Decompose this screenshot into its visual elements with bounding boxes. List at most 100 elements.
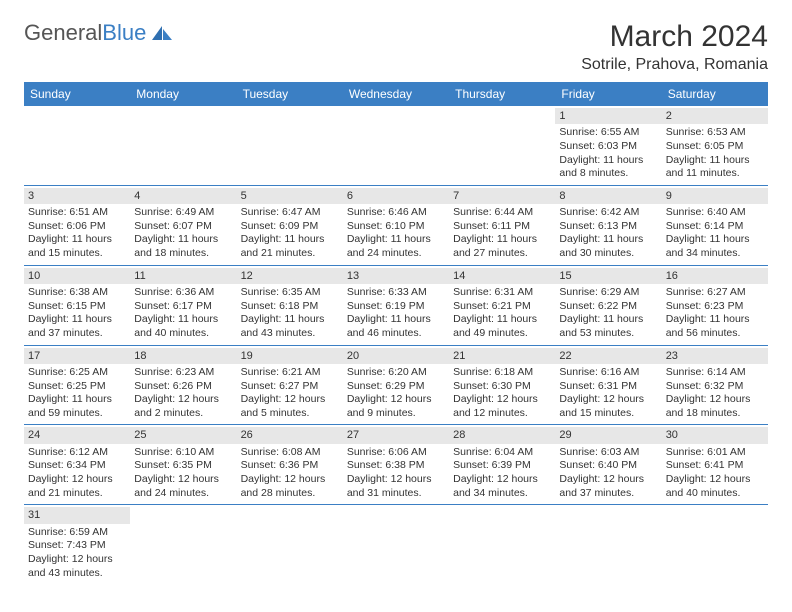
day-number: 27: [343, 427, 449, 443]
day-number: 7: [449, 188, 555, 204]
sunrise-text: Sunrise: 6:20 AM: [347, 366, 445, 380]
day-number: 13: [343, 268, 449, 284]
calendar-week-row: 10Sunrise: 6:38 AMSunset: 6:15 PMDayligh…: [24, 265, 768, 345]
daylight-text: Daylight: 12 hours and 34 minutes.: [453, 473, 551, 500]
calendar-cell: 2Sunrise: 6:53 AMSunset: 6:05 PMDaylight…: [662, 106, 768, 185]
sunset-text: Sunset: 6:15 PM: [28, 300, 126, 314]
sunrise-text: Sunrise: 6:46 AM: [347, 206, 445, 220]
day-number: 5: [237, 188, 343, 204]
daylight-text: Daylight: 11 hours and 40 minutes.: [134, 313, 232, 340]
day-number: 3: [24, 188, 130, 204]
daylight-text: Daylight: 11 hours and 11 minutes.: [666, 154, 764, 181]
calendar-cell: 24Sunrise: 6:12 AMSunset: 6:34 PMDayligh…: [24, 425, 130, 505]
calendar-cell: [343, 106, 449, 185]
sunset-text: Sunset: 6:34 PM: [28, 459, 126, 473]
sunrise-text: Sunrise: 6:10 AM: [134, 446, 232, 460]
calendar-week-row: 31Sunrise: 6:59 AMSunset: 7:43 PMDayligh…: [24, 505, 768, 584]
day-number: 21: [449, 348, 555, 364]
calendar-cell: [343, 505, 449, 584]
calendar-cell: 30Sunrise: 6:01 AMSunset: 6:41 PMDayligh…: [662, 425, 768, 505]
calendar-cell: 29Sunrise: 6:03 AMSunset: 6:40 PMDayligh…: [555, 425, 661, 505]
day-number: 15: [555, 268, 661, 284]
title-block: March 2024 Sotrile, Prahova, Romania: [581, 20, 768, 74]
daylight-text: Daylight: 11 hours and 27 minutes.: [453, 233, 551, 260]
daylight-text: Daylight: 11 hours and 37 minutes.: [28, 313, 126, 340]
daylight-text: Daylight: 12 hours and 12 minutes.: [453, 393, 551, 420]
sunrise-text: Sunrise: 6:49 AM: [134, 206, 232, 220]
day-number: 10: [24, 268, 130, 284]
calendar-cell: 18Sunrise: 6:23 AMSunset: 6:26 PMDayligh…: [130, 345, 236, 425]
sunrise-text: Sunrise: 6:23 AM: [134, 366, 232, 380]
calendar-cell: 16Sunrise: 6:27 AMSunset: 6:23 PMDayligh…: [662, 265, 768, 345]
day-number: 2: [662, 108, 768, 124]
calendar-cell: 13Sunrise: 6:33 AMSunset: 6:19 PMDayligh…: [343, 265, 449, 345]
daylight-text: Daylight: 11 hours and 43 minutes.: [241, 313, 339, 340]
sunrise-text: Sunrise: 6:33 AM: [347, 286, 445, 300]
calendar-cell: 14Sunrise: 6:31 AMSunset: 6:21 PMDayligh…: [449, 265, 555, 345]
sunrise-text: Sunrise: 6:29 AM: [559, 286, 657, 300]
sunrise-text: Sunrise: 6:44 AM: [453, 206, 551, 220]
calendar-cell: [24, 106, 130, 185]
sunset-text: Sunset: 6:25 PM: [28, 380, 126, 394]
sunset-text: Sunset: 6:31 PM: [559, 380, 657, 394]
sunrise-text: Sunrise: 6:25 AM: [28, 366, 126, 380]
sunset-text: Sunset: 6:38 PM: [347, 459, 445, 473]
weekday-header: Tuesday: [237, 82, 343, 106]
sunrise-text: Sunrise: 6:55 AM: [559, 126, 657, 140]
sail-icon: [150, 24, 174, 42]
daylight-text: Daylight: 12 hours and 5 minutes.: [241, 393, 339, 420]
calendar-week-row: 1Sunrise: 6:55 AMSunset: 6:03 PMDaylight…: [24, 106, 768, 185]
calendar-cell: 8Sunrise: 6:42 AMSunset: 6:13 PMDaylight…: [555, 185, 661, 265]
daylight-text: Daylight: 11 hours and 30 minutes.: [559, 233, 657, 260]
day-number: 4: [130, 188, 236, 204]
weekday-header: Thursday: [449, 82, 555, 106]
weekday-header-row: SundayMondayTuesdayWednesdayThursdayFrid…: [24, 82, 768, 106]
calendar-cell: 19Sunrise: 6:21 AMSunset: 6:27 PMDayligh…: [237, 345, 343, 425]
sunset-text: Sunset: 6:29 PM: [347, 380, 445, 394]
calendar-cell: 1Sunrise: 6:55 AMSunset: 6:03 PMDaylight…: [555, 106, 661, 185]
daylight-text: Daylight: 11 hours and 21 minutes.: [241, 233, 339, 260]
sunrise-text: Sunrise: 6:53 AM: [666, 126, 764, 140]
weekday-header: Friday: [555, 82, 661, 106]
day-number: 12: [237, 268, 343, 284]
calendar-cell: 11Sunrise: 6:36 AMSunset: 6:17 PMDayligh…: [130, 265, 236, 345]
day-number: 17: [24, 348, 130, 364]
calendar-cell: [449, 106, 555, 185]
logo-text-blue: Blue: [102, 20, 146, 46]
calendar-cell: 6Sunrise: 6:46 AMSunset: 6:10 PMDaylight…: [343, 185, 449, 265]
daylight-text: Daylight: 11 hours and 8 minutes.: [559, 154, 657, 181]
calendar-cell: [449, 505, 555, 584]
calendar-cell: 17Sunrise: 6:25 AMSunset: 6:25 PMDayligh…: [24, 345, 130, 425]
sunset-text: Sunset: 6:21 PM: [453, 300, 551, 314]
day-number: 28: [449, 427, 555, 443]
calendar-cell: 3Sunrise: 6:51 AMSunset: 6:06 PMDaylight…: [24, 185, 130, 265]
daylight-text: Daylight: 11 hours and 49 minutes.: [453, 313, 551, 340]
calendar-cell: [662, 505, 768, 584]
day-number: 19: [237, 348, 343, 364]
day-number: 16: [662, 268, 768, 284]
daylight-text: Daylight: 11 hours and 24 minutes.: [347, 233, 445, 260]
sunset-text: Sunset: 6:14 PM: [666, 220, 764, 234]
day-number: 24: [24, 427, 130, 443]
logo: GeneralBlue: [24, 20, 174, 46]
daylight-text: Daylight: 12 hours and 43 minutes.: [28, 553, 126, 580]
sunrise-text: Sunrise: 6:01 AM: [666, 446, 764, 460]
day-number: 8: [555, 188, 661, 204]
sunset-text: Sunset: 6:36 PM: [241, 459, 339, 473]
logo-text-general: General: [24, 20, 102, 46]
sunrise-text: Sunrise: 6:40 AM: [666, 206, 764, 220]
calendar-cell: 12Sunrise: 6:35 AMSunset: 6:18 PMDayligh…: [237, 265, 343, 345]
calendar-week-row: 24Sunrise: 6:12 AMSunset: 6:34 PMDayligh…: [24, 425, 768, 505]
sunrise-text: Sunrise: 6:27 AM: [666, 286, 764, 300]
calendar-cell: [555, 505, 661, 584]
daylight-text: Daylight: 12 hours and 40 minutes.: [666, 473, 764, 500]
day-number: 11: [130, 268, 236, 284]
daylight-text: Daylight: 11 hours and 15 minutes.: [28, 233, 126, 260]
calendar-cell: [130, 505, 236, 584]
sunset-text: Sunset: 6:10 PM: [347, 220, 445, 234]
sunset-text: Sunset: 6:03 PM: [559, 140, 657, 154]
daylight-text: Daylight: 12 hours and 28 minutes.: [241, 473, 339, 500]
weekday-header: Sunday: [24, 82, 130, 106]
sunset-text: Sunset: 7:43 PM: [28, 539, 126, 553]
weekday-header: Saturday: [662, 82, 768, 106]
